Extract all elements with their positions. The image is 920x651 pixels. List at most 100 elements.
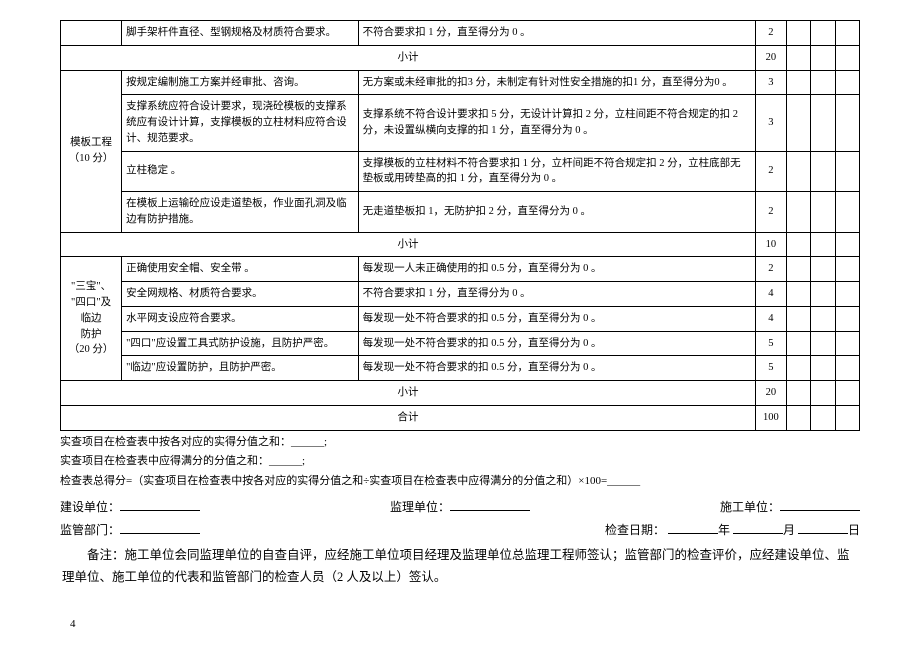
blank-cell bbox=[786, 405, 810, 430]
blank-cell bbox=[786, 257, 810, 282]
blank-cell bbox=[811, 192, 835, 233]
note-line: 实查项目在检查表中按各对应的实得分值之和：______; bbox=[60, 433, 860, 453]
blank-cell bbox=[835, 151, 860, 192]
subtotal-label: 小计 bbox=[61, 232, 756, 257]
blank-cell bbox=[786, 70, 810, 95]
table-row: 立柱稳定 。 支撑模板的立柱材料不符合要求扣 1 分，立杆间距不符合规定扣 2 … bbox=[61, 151, 860, 192]
label-supervision-unit: 监理单位： bbox=[390, 500, 450, 514]
blank-cell bbox=[835, 192, 860, 233]
criteria-cell: 不符合要求扣 1 分，直至得分为 0 。 bbox=[358, 282, 755, 307]
blank-cell bbox=[786, 331, 810, 356]
blank-cell bbox=[811, 405, 835, 430]
blank-cell bbox=[835, 282, 860, 307]
item-cell: 脚手架杆件直径、型钢规格及材质符合要求。 bbox=[122, 21, 358, 46]
page-number: 4 bbox=[70, 618, 860, 630]
item-cell: "四口"应设置工具式防护设施，且防护严密。 bbox=[122, 331, 358, 356]
group-title: 模板工程 （10 分） bbox=[61, 70, 122, 232]
note-line: 检查表总得分=（实查项目在检查表中按各对应的实得分值之和÷实查项目在检查表中应得… bbox=[60, 472, 860, 492]
blank-cell bbox=[786, 192, 810, 233]
table-row: "三宝"、 "四口"及 临边 防护 （20 分） 正确使用安全帽、安全带 。 每… bbox=[61, 257, 860, 282]
blank-cell bbox=[786, 95, 810, 151]
subtotal-label: 小计 bbox=[61, 381, 756, 406]
blank-cell bbox=[811, 151, 835, 192]
blank-underline bbox=[733, 533, 783, 534]
criteria-cell: 支撑模板的立柱材料不符合要求扣 1 分，立杆间距不符合规定扣 2 分，立柱底部无… bbox=[358, 151, 755, 192]
blank-cell bbox=[786, 45, 810, 70]
score-cell: 2 bbox=[756, 257, 787, 282]
label-day: 日 bbox=[848, 523, 860, 537]
blank-underline bbox=[780, 510, 860, 511]
blank-cell bbox=[786, 151, 810, 192]
label-year: 年 bbox=[718, 523, 730, 537]
remark-text: 备注：施工单位会同监理单位的自查自评，应经施工单位项目经理及监理单位总监理工程师… bbox=[60, 545, 860, 588]
subtotal-score: 20 bbox=[756, 45, 787, 70]
blank-cell bbox=[811, 21, 835, 46]
blank-underline bbox=[120, 510, 200, 511]
calculation-notes: 实查项目在检查表中按各对应的实得分值之和：______; 实查项目在检查表中应得… bbox=[60, 433, 860, 492]
blank-cell bbox=[835, 257, 860, 282]
label-month: 月 bbox=[783, 523, 795, 537]
blank-cell bbox=[811, 95, 835, 151]
total-score: 100 bbox=[756, 405, 787, 430]
blank-underline bbox=[668, 533, 718, 534]
criteria-cell: 支撑系统不符合设计要求扣 5 分，无设计计算扣 2 分，立柱间距不符合规定的扣 … bbox=[358, 95, 755, 151]
score-cell: 3 bbox=[756, 70, 787, 95]
blank-cell bbox=[835, 356, 860, 381]
criteria-cell: 不符合要求扣 1 分，直至得分为 0 。 bbox=[358, 21, 755, 46]
table-row: 安全网规格、材质符合要求。 不符合要求扣 1 分，直至得分为 0 。 4 bbox=[61, 282, 860, 307]
blank-cell bbox=[811, 356, 835, 381]
item-cell: 立柱稳定 。 bbox=[122, 151, 358, 192]
criteria-cell: 每发现一处不符合要求的扣 0.5 分，直至得分为 0 。 bbox=[358, 331, 755, 356]
label-check-date: 检查日期： bbox=[605, 523, 665, 537]
item-cell: 在模板上运输砼应设走道垫板，作业面孔洞及临边有防护措施。 bbox=[122, 192, 358, 233]
blank-underline bbox=[450, 510, 530, 511]
blank-cell bbox=[786, 381, 810, 406]
blank-cell bbox=[835, 95, 860, 151]
score-cell: 3 bbox=[756, 95, 787, 151]
score-cell: 2 bbox=[756, 192, 787, 233]
blank-cell bbox=[835, 381, 860, 406]
score-cell: 2 bbox=[756, 151, 787, 192]
blank-cell bbox=[811, 331, 835, 356]
note-line: 实查项目在检查表中应得满分的分值之和：______; bbox=[60, 452, 860, 472]
blank-cell bbox=[786, 356, 810, 381]
blank-cell bbox=[835, 306, 860, 331]
blank-cell bbox=[786, 21, 810, 46]
group-title: "三宝"、 "四口"及 临边 防护 （20 分） bbox=[61, 257, 122, 381]
subtotal-row: 小计 20 bbox=[61, 381, 860, 406]
inspection-table: 脚手架杆件直径、型钢规格及材质符合要求。 不符合要求扣 1 分，直至得分为 0 … bbox=[60, 20, 860, 431]
blank-cell bbox=[811, 282, 835, 307]
score-cell: 4 bbox=[756, 306, 787, 331]
blank-cell bbox=[786, 282, 810, 307]
label-construction-unit: 建设单位： bbox=[60, 500, 120, 514]
score-cell: 4 bbox=[756, 282, 787, 307]
criteria-cell: 每发现一处不符合要求的扣 0.5 分，直至得分为 0 。 bbox=[358, 306, 755, 331]
blank-cell bbox=[811, 306, 835, 331]
score-cell: 5 bbox=[756, 356, 787, 381]
total-label: 合计 bbox=[61, 405, 756, 430]
criteria-cell: 无走道垫板扣 1，无防护扣 2 分，直至得分为 0 。 bbox=[358, 192, 755, 233]
table-row: 脚手架杆件直径、型钢规格及材质符合要求。 不符合要求扣 1 分，直至得分为 0 … bbox=[61, 21, 860, 46]
blank-cell bbox=[811, 232, 835, 257]
table-row: 模板工程 （10 分） 按规定编制施工方案并经审批、咨询。 无方案或未经审批的扣… bbox=[61, 70, 860, 95]
table-row: 水平网支设应符合要求。 每发现一处不符合要求的扣 0.5 分，直至得分为 0 。… bbox=[61, 306, 860, 331]
table-row: "四口"应设置工具式防护设施，且防护严密。 每发现一处不符合要求的扣 0.5 分… bbox=[61, 331, 860, 356]
table-row: 支撑系统应符合设计要求，现浇砼模板的支撑系统应有设计计算，支撑模板的立柱材料应符… bbox=[61, 95, 860, 151]
blank-cell bbox=[811, 70, 835, 95]
blank-cell bbox=[835, 45, 860, 70]
table-row: "临边"应设置防护，且防护严密。 每发现一处不符合要求的扣 0.5 分，直至得分… bbox=[61, 356, 860, 381]
subtotal-row: 小计 10 bbox=[61, 232, 860, 257]
criteria-cell: 每发现一处不符合要求的扣 0.5 分，直至得分为 0 。 bbox=[358, 356, 755, 381]
blank-cell bbox=[835, 405, 860, 430]
blank-cell bbox=[835, 70, 860, 95]
item-cell: 支撑系统应符合设计要求，现浇砼模板的支撑系统应有设计计算，支撑模板的立柱材料应符… bbox=[122, 95, 358, 151]
item-cell: "临边"应设置防护，且防护严密。 bbox=[122, 356, 358, 381]
subtotal-score: 20 bbox=[756, 381, 787, 406]
criteria-cell: 无方案或未经审批的扣3 分，未制定有针对性安全措施的扣1 分，直至得分为0 。 bbox=[358, 70, 755, 95]
blank-underline bbox=[120, 533, 200, 534]
item-cell: 水平网支设应符合要求。 bbox=[122, 306, 358, 331]
blank-cell bbox=[811, 257, 835, 282]
signature-block: 建设单位： 监理单位： 施工单位： 监管部门： 检查日期： 年 月 日 bbox=[60, 496, 860, 542]
criteria-cell: 每发现一人未正确使用的扣 0.5 分，直至得分为 0 。 bbox=[358, 257, 755, 282]
subtotal-label: 小计 bbox=[61, 45, 756, 70]
